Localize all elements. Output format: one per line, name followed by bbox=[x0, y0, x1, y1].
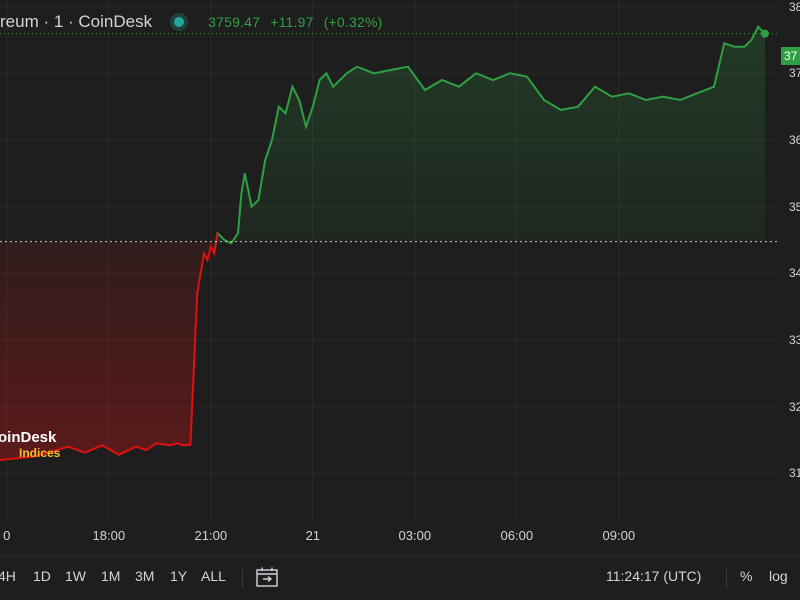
y-tick-label: 32 bbox=[789, 399, 800, 414]
x-tick-label: 0 bbox=[3, 528, 11, 543]
logo-main-text: oinDesk bbox=[0, 429, 57, 446]
y-tick-label: 38 bbox=[789, 0, 800, 14]
live-status-icon bbox=[174, 17, 185, 27]
y-tick-label: 36 bbox=[789, 133, 800, 147]
range-button-1w[interactable]: 1W bbox=[65, 568, 86, 584]
y-tick-label: 37 bbox=[789, 66, 800, 81]
x-tick-label: 09:00 bbox=[602, 528, 636, 543]
range-button-4h[interactable]: 4H bbox=[0, 568, 16, 584]
price-change-percent: (+0.32%) bbox=[323, 14, 383, 30]
range-button-1d[interactable]: 1D bbox=[33, 568, 51, 584]
toolbar-divider-right bbox=[726, 569, 727, 589]
series-line-up bbox=[213, 25, 766, 254]
x-tick-label: 21:00 bbox=[194, 528, 228, 543]
price-chart bbox=[0, 0, 780, 520]
x-tick-label: 03:00 bbox=[398, 528, 432, 543]
x-tick-label: 21 bbox=[305, 528, 321, 543]
percent-scale-toggle[interactable]: % bbox=[740, 568, 753, 584]
x-tick-label: 06:00 bbox=[500, 528, 534, 543]
date-range-icon[interactable] bbox=[256, 567, 278, 587]
price-quote: 3759.47 +11.97 (+0.32%) bbox=[208, 14, 388, 30]
chart-header: reum · 1 · CoinDesk 3759.47 +11.97 (+0.3… bbox=[0, 8, 388, 36]
y-tick-label: 34 bbox=[789, 266, 800, 281]
price-change: +11.97 bbox=[270, 14, 314, 30]
last-price: 3759.47 bbox=[208, 14, 261, 30]
area-above-baseline bbox=[214, 26, 765, 254]
y-tick-label: 33 bbox=[789, 333, 800, 347]
log-scale-toggle[interactable]: log bbox=[769, 568, 788, 584]
chart-title: reum · 1 · CoinDesk bbox=[0, 12, 153, 31]
utc-clock: 11:24:17 (UTC) bbox=[606, 568, 702, 584]
range-button-1m[interactable]: 1M bbox=[101, 568, 121, 584]
y-tick-label: 35 bbox=[789, 199, 800, 214]
x-tick-label: 18:00 bbox=[92, 528, 126, 543]
last-price-dot bbox=[761, 29, 769, 38]
series-line-down bbox=[0, 233, 219, 461]
y-tick-label: 31 bbox=[789, 466, 800, 481]
last-price-tag: 37 bbox=[781, 47, 800, 65]
logo-sub-text: Indices bbox=[19, 446, 61, 460]
bottom-toolbar: 4H 1D 1W 1M 3M 1Y ALL 11:24:17 (UTC) % l… bbox=[0, 556, 800, 600]
area-below-baseline bbox=[0, 233, 218, 460]
range-button-3m[interactable]: 3M bbox=[135, 568, 155, 584]
coindesk-logo: oinDesk Indices bbox=[0, 429, 60, 459]
range-button-1y[interactable]: 1Y bbox=[170, 568, 188, 584]
toolbar-divider bbox=[242, 569, 243, 589]
range-button-all[interactable]: ALL bbox=[201, 568, 226, 584]
